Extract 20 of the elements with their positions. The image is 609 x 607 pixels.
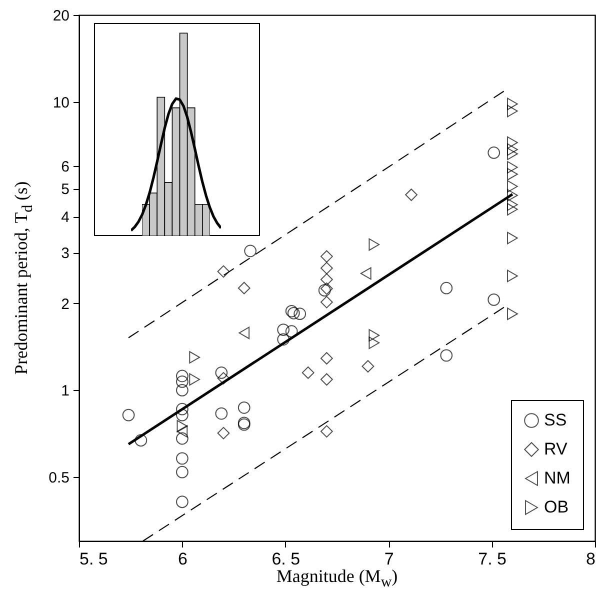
y-tick-label: 2 <box>61 296 70 313</box>
y-tick-label: 10 <box>52 94 70 112</box>
y-tick-label: 5 <box>61 181 70 198</box>
y-tick-label: 0.5 <box>48 470 70 487</box>
x-axis-title: Magnitude (M$_{w}$) <box>276 566 398 591</box>
y-tick-label: 1 <box>61 382 70 400</box>
x-tick-label: 6 <box>178 550 188 568</box>
x-tick-label: 7 <box>384 550 394 568</box>
legend-label: SS <box>544 410 567 430</box>
y-tick-label: 4 <box>61 209 70 226</box>
x-tick-label: 6. 5 <box>272 550 300 568</box>
y-tick-label: 20 <box>52 8 70 24</box>
x-tick-label: 5. 5 <box>80 550 108 568</box>
x-tick-label: 8 <box>586 550 596 568</box>
y-tick-label: 6 <box>61 158 70 176</box>
y-tick-label: 3 <box>61 245 70 262</box>
x-tick-label: 7. 5 <box>478 550 506 568</box>
legend-label: OB <box>544 498 569 516</box>
legend-label: NM <box>544 468 570 488</box>
legend-label: RV <box>544 440 568 458</box>
